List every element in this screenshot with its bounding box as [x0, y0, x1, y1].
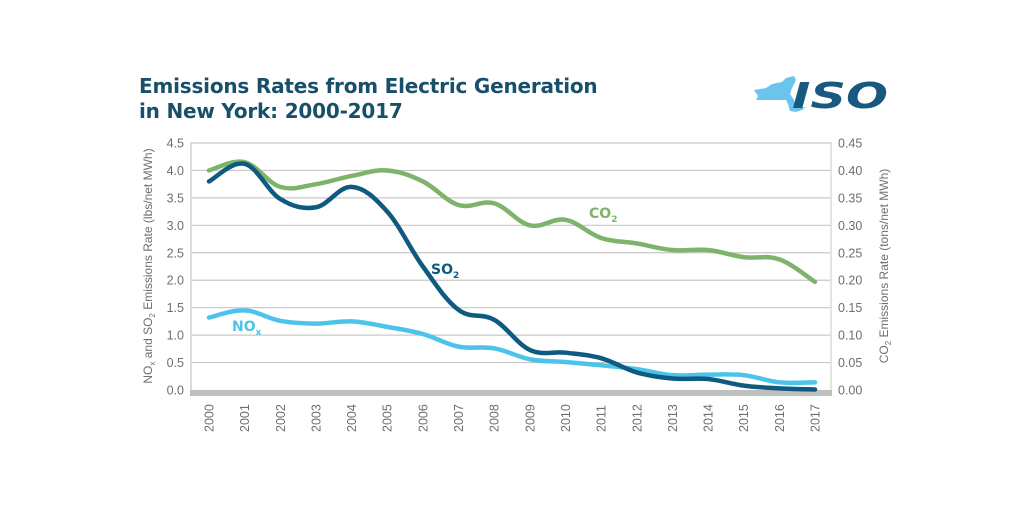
y2-tick-label: 0.05 [838, 356, 862, 370]
x-tick-label: 2000 [203, 404, 217, 432]
x-tick-label: 2012 [630, 404, 644, 432]
series-line-so2 [206, 161, 818, 392]
series-label-co2: CO2 [589, 206, 617, 225]
x-tick-label: 2002 [274, 404, 288, 432]
axis-title-text: CO [877, 345, 891, 363]
left-y-axis-ticks: 0.0 0.5 1.0 1.5 2.0 2.5 3.0 3.5 4.0 4.5 [167, 137, 184, 398]
chart-title-line-1: Emissions Rates from Electric Generation [139, 74, 598, 98]
series-label-nox: NOx [232, 319, 262, 338]
axis-title-subscript: 2 [148, 313, 157, 318]
series-label-subscript: 2 [453, 271, 459, 281]
y-tick-label: 2.5 [167, 246, 184, 260]
series-label-so2: SO2 [431, 262, 459, 281]
x-tick-label: 2010 [559, 404, 573, 432]
series-label-subscript: x [256, 328, 262, 338]
y-tick-label: 4.5 [167, 137, 184, 151]
y-tick-label: 3.0 [167, 219, 184, 233]
y-tick-label: 1.0 [167, 329, 184, 343]
y2-tick-label: 0.25 [838, 246, 862, 260]
gridlines [191, 142, 831, 364]
x-tick-label: 2017 [809, 404, 823, 432]
x-tick-label: 2007 [452, 404, 466, 432]
series-line-nox [206, 308, 818, 386]
new-york-state-map-icon [754, 76, 806, 112]
x-tick-label: 2004 [345, 404, 359, 432]
axis-title-text: Emissions Rate (lbs/net MWh) [141, 148, 155, 313]
y-tick-label: 1.5 [167, 301, 184, 315]
axis-title-text: NO [141, 366, 155, 384]
x-tick-label: 2016 [773, 404, 787, 432]
series-label-subscript: 2 [611, 215, 617, 225]
y-tick-label: 0.0 [167, 384, 184, 398]
y-tick-label: 3.5 [167, 191, 184, 205]
x-tick-label: 2008 [488, 404, 502, 432]
series-label-main: SO [431, 262, 453, 278]
nyiso-logo: ISO [752, 74, 892, 117]
x-tick-label: 2014 [702, 404, 716, 432]
left-y-axis-title: NOx and SO2 Emissions Rate (lbs/net MWh) [141, 148, 157, 383]
y2-tick-label: 0.10 [838, 329, 862, 343]
right-y-axis-ticks: 0.00 0.05 0.10 0.15 0.20 0.25 0.30 0.35 0.40 0.45 [838, 137, 862, 398]
y2-tick-label: 0.00 [838, 384, 862, 398]
series-label-main: CO [589, 206, 611, 222]
y2-tick-label: 0.40 [838, 164, 862, 178]
x-tick-label: 2001 [238, 404, 252, 432]
axis-title-text: and SO [141, 318, 155, 362]
series-label-main: NO [232, 319, 256, 335]
axis-title-subscript: 2 [884, 340, 893, 345]
x-tick-label: 2015 [737, 404, 751, 432]
y2-tick-label: 0.35 [838, 191, 862, 205]
chart-title: Emissions Rates from Electric Generation… [139, 74, 598, 124]
x-tick-label: 2011 [595, 405, 609, 432]
y-tick-label: 2.0 [167, 274, 184, 288]
y-tick-label: 0.5 [167, 356, 184, 370]
axis-title-subscript: x [148, 362, 157, 366]
x-tick-label: 2009 [523, 404, 537, 432]
series-lines [206, 159, 818, 392]
x-axis-baseline [190, 390, 832, 396]
logo-text: ISO [792, 76, 888, 116]
y2-tick-label: 0.20 [838, 274, 862, 288]
x-tick-label: 2006 [416, 404, 430, 432]
y2-tick-label: 0.30 [838, 219, 862, 233]
x-axis-ticks: 2000 2001 2002 2003 2004 2005 2006 2007 2008 2009… [203, 404, 823, 432]
axis-titles: NOx and SO2 Emissions Rate (lbs/net MWh)… [141, 148, 893, 383]
axis-title-text: Emissions Rate (tons/net MWh) [877, 169, 891, 341]
y2-tick-label: 0.45 [838, 137, 862, 151]
right-y-axis-title: CO2 Emissions Rate (tons/net MWh) [877, 169, 893, 364]
x-tick-label: 2005 [381, 404, 395, 432]
chart-title-line-2: in New York: 2000-2017 [139, 99, 403, 123]
x-tick-label: 2003 [309, 404, 323, 432]
series-line-co2 [206, 159, 818, 285]
x-tick-label: 2013 [666, 404, 680, 432]
y2-tick-label: 0.15 [838, 301, 862, 315]
plot-frame [190, 142, 832, 396]
y-tick-label: 4.0 [167, 164, 184, 178]
